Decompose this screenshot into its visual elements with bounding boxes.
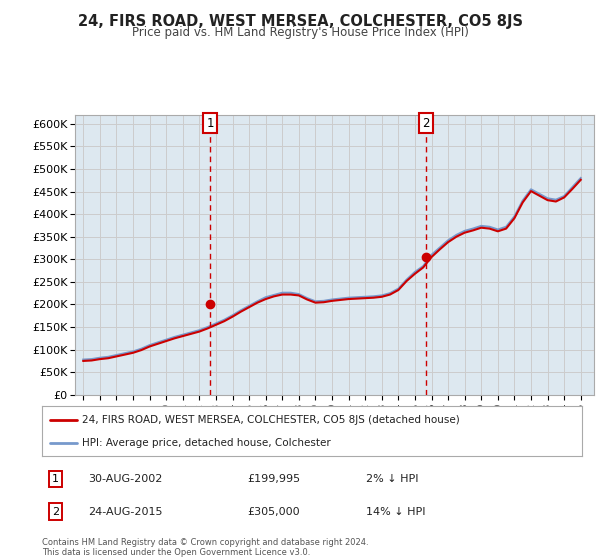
Text: 30-AUG-2002: 30-AUG-2002 (88, 474, 162, 484)
Text: HPI: Average price, detached house, Colchester: HPI: Average price, detached house, Colc… (83, 438, 331, 448)
Text: 2% ↓ HPI: 2% ↓ HPI (366, 474, 419, 484)
Text: 14% ↓ HPI: 14% ↓ HPI (366, 506, 425, 516)
Text: 24, FIRS ROAD, WEST MERSEA, COLCHESTER, CO5 8JS: 24, FIRS ROAD, WEST MERSEA, COLCHESTER, … (77, 14, 523, 29)
Text: 1: 1 (206, 116, 214, 130)
Text: 2: 2 (422, 116, 430, 130)
Text: 24, FIRS ROAD, WEST MERSEA, COLCHESTER, CO5 8JS (detached house): 24, FIRS ROAD, WEST MERSEA, COLCHESTER, … (83, 414, 460, 424)
Text: 2: 2 (52, 506, 59, 516)
Text: Price paid vs. HM Land Registry's House Price Index (HPI): Price paid vs. HM Land Registry's House … (131, 26, 469, 39)
Text: 1: 1 (52, 474, 59, 484)
Text: 24-AUG-2015: 24-AUG-2015 (88, 506, 163, 516)
Text: £199,995: £199,995 (247, 474, 301, 484)
Text: Contains HM Land Registry data © Crown copyright and database right 2024.
This d: Contains HM Land Registry data © Crown c… (42, 538, 368, 557)
Text: £305,000: £305,000 (247, 506, 300, 516)
